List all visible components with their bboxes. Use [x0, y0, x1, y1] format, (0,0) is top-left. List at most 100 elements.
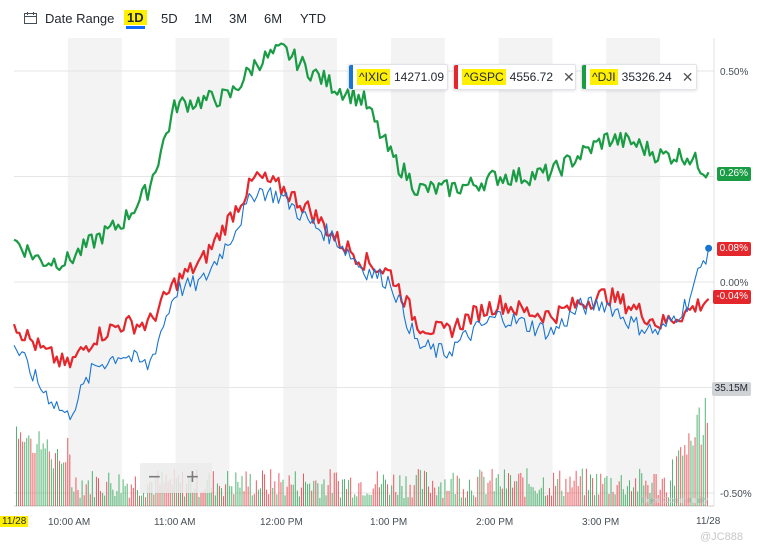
volume-bar	[221, 488, 222, 506]
volume-bar	[436, 495, 438, 506]
close-icon[interactable]: ✕	[681, 68, 694, 85]
volume-bar	[333, 472, 335, 506]
zoom-out-button[interactable]: −	[148, 464, 161, 489]
volume-bar	[421, 488, 423, 506]
volume-bar	[546, 495, 548, 506]
volume-bar	[253, 493, 255, 506]
volume-bar	[493, 491, 495, 506]
volume-bar	[95, 476, 97, 506]
volume-bar	[444, 479, 446, 506]
x-tick-label: 2:00 PM	[476, 517, 514, 528]
calendar-icon[interactable]	[24, 12, 37, 24]
volume-bar	[132, 487, 134, 506]
legend-value: 35326.24	[621, 70, 672, 84]
range-5d-button[interactable]: 5D	[161, 11, 178, 26]
range-6m-button[interactable]: 6M	[264, 11, 283, 26]
volume-bar	[674, 485, 676, 506]
volume-bar	[38, 431, 40, 506]
volume-bar	[134, 476, 136, 506]
volume-bar	[411, 497, 413, 506]
volume-bar	[555, 485, 557, 506]
legend-ixic[interactable]: ^IXIC 14271.09	[348, 64, 448, 90]
range-1m-button[interactable]: 1M	[194, 11, 213, 26]
volume-bar	[380, 484, 382, 506]
volume-bar	[79, 497, 81, 506]
volume-bar	[130, 484, 132, 506]
legend-value: 14271.09	[393, 70, 445, 84]
volume-bar	[651, 482, 653, 506]
volume-bar	[587, 490, 589, 506]
volume-bar	[423, 470, 425, 506]
time-band	[498, 38, 553, 506]
volume-bar	[223, 496, 225, 506]
range-ytd-button[interactable]: YTD	[300, 11, 326, 26]
volume-bar	[307, 484, 309, 506]
volume-bar	[362, 495, 364, 506]
volume-bar	[698, 407, 700, 506]
series-color-swatch	[582, 65, 586, 89]
volume-bar	[325, 495, 327, 506]
volume-bar	[682, 455, 684, 506]
volume-bar	[356, 496, 358, 506]
legend-dji[interactable]: ^DJI 35326.24 ✕	[581, 64, 697, 90]
range-3m-button[interactable]: 3M	[229, 11, 248, 26]
volume-bar	[36, 444, 38, 506]
volume-bar	[98, 478, 99, 506]
volume-bar	[341, 479, 343, 506]
volume-bar	[401, 486, 403, 506]
volume-bar	[540, 487, 542, 506]
volume-bar	[257, 489, 259, 506]
series-lines	[12, 42, 713, 421]
volume-bar	[298, 496, 300, 506]
volume-bar	[618, 481, 620, 506]
zoom-in-button[interactable]: +	[186, 464, 199, 489]
volume-bar	[667, 497, 669, 506]
volume-bar	[245, 471, 247, 506]
volume-bar	[100, 491, 102, 506]
volume-bar	[590, 474, 591, 506]
y-axis-labels: 0.50% 0.00% -0.50%	[720, 67, 752, 500]
volume-bar	[110, 483, 112, 506]
volume-bar	[428, 486, 430, 506]
volume-bar	[20, 432, 22, 506]
x-tick-label: 10:00 AM	[48, 517, 91, 528]
volume-bar	[438, 486, 440, 506]
volume-bar	[549, 488, 550, 506]
legend-symbol: ^GSPC	[462, 69, 506, 85]
volume-bar	[604, 477, 606, 506]
volume-bar	[67, 437, 69, 506]
volume-bar	[159, 484, 161, 506]
close-icon[interactable]: ✕	[563, 68, 575, 85]
series-color-swatch	[349, 65, 353, 89]
volume-bar	[198, 496, 200, 506]
volume-bar	[52, 468, 54, 506]
volume-bar	[54, 453, 56, 506]
date-range-button[interactable]: Date Range	[45, 11, 115, 26]
volume-bar	[194, 488, 196, 506]
volume-bar	[577, 486, 579, 506]
volume-bar	[649, 492, 651, 506]
x-tick-label: 11:00 AM	[154, 517, 196, 528]
volume-bar	[528, 483, 530, 506]
volume-bar	[202, 491, 204, 506]
volume-bar	[102, 492, 104, 506]
volume-bar	[339, 497, 341, 506]
volume-bar	[376, 471, 378, 506]
volume-bar	[290, 484, 292, 506]
volume-bar	[153, 494, 155, 506]
range-1d-button[interactable]: 1D	[124, 10, 147, 29]
volume-bar	[680, 447, 682, 506]
volume-bar	[469, 479, 471, 506]
volume-bar	[284, 495, 286, 506]
volume-bar	[46, 439, 48, 506]
volume-bar	[510, 475, 512, 506]
volume-bar	[247, 486, 249, 506]
volume-bar	[413, 485, 415, 506]
volume-bar	[309, 483, 311, 506]
volume-bar	[18, 438, 20, 506]
legend-gspc[interactable]: ^GSPC 4556.72 ✕	[453, 64, 576, 90]
volume-bar	[514, 481, 516, 506]
volume-bar	[382, 474, 384, 506]
volume-bar	[700, 444, 702, 506]
